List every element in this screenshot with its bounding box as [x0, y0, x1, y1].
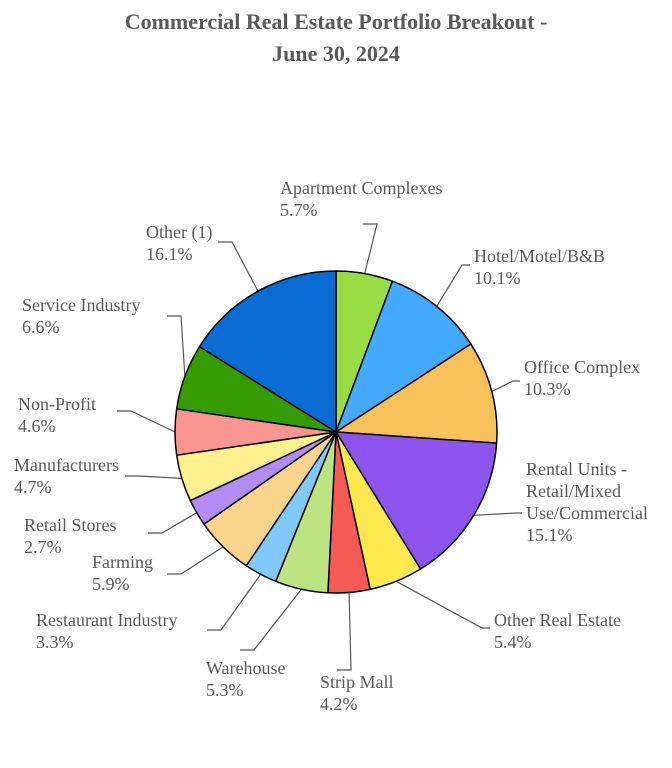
leader-lines — [117, 223, 522, 671]
slice-percent: 3.3% — [36, 632, 74, 652]
pie-slice — [335, 343, 498, 444]
slice-labels: Apartment Complexes 5.7%Hotel/Motel/B&B 10… — [14, 178, 648, 714]
slice-category: Apartment Complexes — [280, 178, 442, 198]
slice-category: Retail Stores — [24, 515, 117, 535]
leader-line — [395, 580, 490, 629]
pie-slice — [198, 270, 337, 433]
slice-label: Retail Stores 2.7% — [24, 515, 117, 557]
slice-percent: 2.7% — [24, 537, 62, 557]
leader-line — [148, 512, 198, 534]
slice-label: Rental Units -Retail/Mixed Use/Commercial… — [526, 459, 648, 545]
chart-title-line-2: June 30, 2024 — [272, 41, 400, 66]
leader-line — [363, 223, 378, 274]
slice-category: Strip Mall — [320, 672, 394, 692]
leader-line — [167, 315, 186, 377]
slice-category: Other Real Estate — [494, 610, 621, 630]
leader-line — [125, 475, 182, 479]
slice-percent: 5.4% — [494, 632, 532, 652]
slice-category: Rental Units - — [526, 459, 627, 479]
slice-percent: 6.6% — [22, 317, 60, 337]
leader-line — [337, 592, 352, 671]
pie-slice — [335, 431, 498, 570]
leader-line — [167, 546, 224, 575]
slice-percent: 5.7% — [280, 200, 318, 220]
slice-category: Hotel/Motel/B&B — [474, 246, 605, 266]
slice-category: Retail/Mixed — [526, 481, 621, 501]
slice-category: Non-Profit — [18, 394, 96, 414]
leader-line — [240, 588, 302, 651]
chart-title-line-1: Commercial Real Estate Portfolio Breakou… — [124, 9, 548, 34]
slice-category: Other (1) — [146, 222, 212, 243]
slice-category: Use/Commercial — [526, 503, 648, 523]
chart-title: Commercial Real Estate Portfolio Breakou… — [0, 6, 672, 70]
slice-label: Manufacturers 4.7% — [14, 455, 119, 497]
slice-category: Warehouse — [206, 658, 286, 678]
slice-category: Manufacturers — [14, 455, 119, 475]
leader-line — [473, 512, 522, 516]
slice-percent: 4.7% — [14, 477, 52, 497]
slice-label: Restaurant Industry 3.3% — [36, 610, 177, 652]
slice-category: Farming — [92, 552, 153, 572]
slice-label: Other Real Estate 5.4% — [494, 610, 621, 652]
leader-line — [117, 410, 176, 433]
slice-category: Service Industry — [22, 295, 140, 315]
leader-line — [207, 573, 262, 631]
pie-slices — [174, 270, 498, 594]
slice-percent: 4.6% — [18, 416, 56, 436]
leader-line — [218, 241, 259, 292]
slice-label: Non-Profit 4.6% — [18, 394, 96, 436]
leader-line — [491, 380, 520, 393]
pie-slice — [335, 280, 472, 433]
slice-percent: 15.1% — [526, 525, 573, 545]
slice-label: Service Industry 6.6% — [22, 295, 140, 337]
slice-category: Office Complex — [524, 357, 640, 377]
slice-label: Farming 5.9% — [92, 552, 153, 594]
slice-label: Hotel/Motel/B&B 10.1% — [474, 246, 605, 288]
slice-percent: 10.1% — [474, 268, 521, 288]
slice-percent: 10.3% — [524, 379, 571, 399]
slice-label: Office Complex 10.3% — [524, 357, 640, 399]
slice-label: Warehouse 5.3% — [206, 658, 286, 700]
slice-label: Apartment Complexes 5.7% — [280, 178, 442, 220]
slice-percent: 16.1% — [146, 244, 193, 264]
slice-percent: 5.9% — [92, 574, 130, 594]
slice-label: Other (1) 16.1% — [146, 222, 212, 264]
slice-percent: 5.3% — [206, 680, 244, 700]
slice-label: Strip Mall 4.2% — [320, 672, 394, 714]
slice-category: Restaurant Industry — [36, 610, 177, 630]
slice-percent: 4.2% — [320, 694, 358, 714]
leader-line — [436, 264, 470, 307]
